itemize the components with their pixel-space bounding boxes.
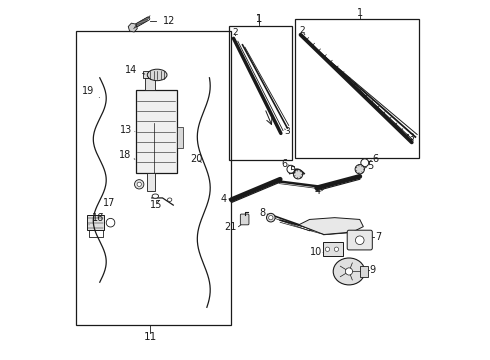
Text: 4: 4 <box>220 194 226 204</box>
Ellipse shape <box>152 194 159 198</box>
Text: 16: 16 <box>89 213 104 225</box>
Bar <box>76 31 231 325</box>
Bar <box>361 266 368 277</box>
Text: 12: 12 <box>163 17 175 27</box>
Text: 1: 1 <box>357 8 363 18</box>
Text: 7: 7 <box>375 232 381 242</box>
Text: 5: 5 <box>289 166 295 176</box>
Circle shape <box>355 236 364 244</box>
Circle shape <box>137 182 141 186</box>
Text: 8: 8 <box>260 208 266 218</box>
Text: 15: 15 <box>150 200 162 210</box>
Text: 9: 9 <box>370 265 376 275</box>
Circle shape <box>361 159 368 167</box>
Circle shape <box>106 219 115 227</box>
Circle shape <box>287 165 295 173</box>
Text: 1: 1 <box>256 14 263 24</box>
Text: 4: 4 <box>314 186 320 197</box>
Ellipse shape <box>147 69 167 81</box>
Ellipse shape <box>333 258 365 285</box>
Ellipse shape <box>168 198 172 202</box>
Bar <box>295 19 419 158</box>
Text: 2: 2 <box>232 28 238 37</box>
Circle shape <box>345 268 353 275</box>
Text: 2: 2 <box>299 26 305 35</box>
Circle shape <box>267 213 275 222</box>
Circle shape <box>355 165 365 174</box>
Text: 3: 3 <box>407 133 414 142</box>
Text: 13: 13 <box>120 125 135 135</box>
Text: 17: 17 <box>101 198 115 215</box>
Circle shape <box>325 247 330 251</box>
Circle shape <box>294 170 303 179</box>
Text: 10: 10 <box>310 247 322 257</box>
Text: 5: 5 <box>367 161 373 171</box>
Bar <box>147 173 155 191</box>
Text: 6: 6 <box>372 154 378 164</box>
Bar <box>323 242 343 256</box>
Bar <box>87 215 104 230</box>
Text: 1: 1 <box>256 14 263 24</box>
Circle shape <box>334 247 339 251</box>
Text: 18: 18 <box>119 150 135 160</box>
Text: 6: 6 <box>281 159 287 169</box>
Bar <box>143 71 157 78</box>
FancyBboxPatch shape <box>240 214 249 225</box>
Polygon shape <box>299 218 364 234</box>
FancyBboxPatch shape <box>347 230 372 250</box>
Text: 19: 19 <box>82 86 99 98</box>
Text: 14: 14 <box>125 64 145 75</box>
Bar <box>229 26 292 160</box>
Bar <box>136 90 177 173</box>
Text: 21: 21 <box>225 222 237 232</box>
Text: 3: 3 <box>284 127 290 136</box>
Bar <box>177 127 183 148</box>
Circle shape <box>269 216 273 220</box>
Text: 20: 20 <box>191 154 203 164</box>
Circle shape <box>135 180 144 189</box>
Text: 11: 11 <box>144 332 157 342</box>
Bar <box>145 78 155 90</box>
